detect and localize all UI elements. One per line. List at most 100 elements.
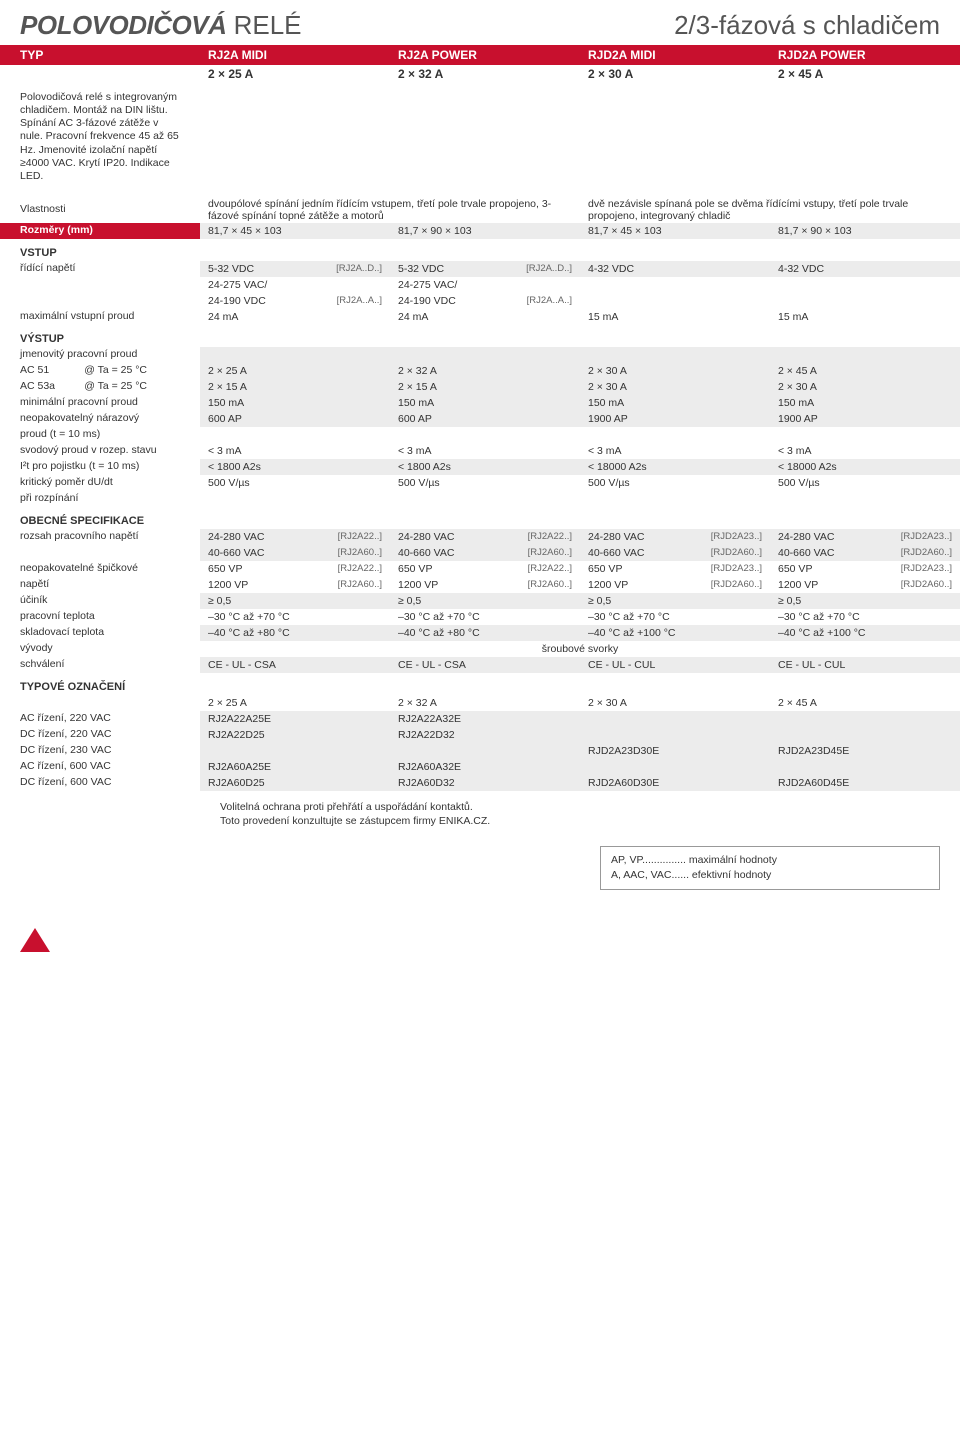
section-vstup: VSTUP řídící napětí5-32 VDC[RJ2A..D..]5-… — [0, 245, 960, 325]
obecne-row-1: 40-660 VAC[RJ2A60..]40-660 VAC[RJ2A60..]… — [0, 545, 960, 561]
obecne-row-3-cell-1-code: [RJ2A60..] — [524, 579, 572, 590]
vystup-row-2-cell-1: 2 × 15 A — [390, 379, 580, 395]
vstup-row-3-cell-0-value: 24 mA — [208, 311, 238, 323]
vystup-row-4-cells: 600 AP600 AP1900 AP1900 AP — [200, 411, 960, 427]
typove-row-2-label: DC řízení, 230 VAC — [0, 743, 200, 759]
obecne-row-4-cell-0: ≥ 0,5 — [200, 593, 390, 609]
legend-1: AP, VP............... maximální hodnoty — [611, 853, 929, 868]
title-bold: POLOVODIČOVÁ — [20, 10, 226, 40]
carlo-gavazzi-logo-icon — [20, 928, 50, 954]
obecne-row-8-cells: CE - UL - CSACE - UL - CSACE - UL - CULC… — [200, 657, 960, 673]
vstup-row-2-cell-1-code: [RJ2A..A..] — [523, 295, 572, 306]
vstup-row-0-cell-0: 5-32 VDC[RJ2A..D..] — [200, 261, 390, 277]
vstup-heading: VSTUP — [0, 245, 960, 261]
vystup-row-7-cell-2: < 18000 A2s — [580, 459, 770, 475]
obecne-row-0-cell-3-value: 24-280 VAC — [778, 531, 834, 543]
vystup-row-5-cell-0 — [200, 427, 390, 443]
typove-row-1-cell-3 — [770, 727, 960, 743]
typove-row-0-cells: RJ2A22A25ERJ2A22A32E — [200, 711, 960, 727]
th-1: 2 × 32 A — [390, 695, 580, 711]
vstup-row-0-label: řídící napětí — [0, 261, 200, 277]
vstup-row-3-cell-0: 24 mA — [200, 309, 390, 325]
vystup-row-1-cell-3: 2 × 45 A — [770, 363, 960, 379]
vstup-row-3-cell-2-value: 15 mA — [588, 311, 618, 323]
obecne-row-0-cell-2-value: 24-280 VAC — [588, 531, 644, 543]
vystup-row-5-label: proud (t = 10 ms) — [0, 427, 200, 443]
obecne-row-4-cell-1: ≥ 0,5 — [390, 593, 580, 609]
obecne-row-1-cell-1: 40-660 VAC[RJ2A60..] — [390, 545, 580, 561]
vstup-row-2-cell-1-value: 24-190 VDC — [398, 295, 456, 307]
obecne-row-3-cell-0-code: [RJ2A60..] — [334, 579, 382, 590]
vstup-row-0-cell-1: 5-32 VDC[RJ2A..D..] — [390, 261, 580, 277]
obecne-row-1-label — [0, 545, 200, 561]
obecne-row-3-cell-3-value: 1200 VP — [778, 579, 818, 591]
vstup-row-0-cell-0-value: 5-32 VDC — [208, 263, 254, 275]
obecne-row-1-cell-2-value: 40-660 VAC — [588, 547, 644, 559]
vstup-row-2-cell-0-code: [RJ2A..A..] — [333, 295, 382, 306]
vystup-row-3-cell-3-value: 150 mA — [778, 397, 814, 409]
vystup-row-4: neopakovatelný nárazový600 AP600 AP1900 … — [0, 411, 960, 427]
obecne-row-2-cell-2: 650 VP[RJD2A23..] — [580, 561, 770, 577]
typove-row-0: AC řízení, 220 VACRJ2A22A25ERJ2A22A32E — [0, 711, 960, 727]
vystup-row-7-cell-1: < 1800 A2s — [390, 459, 580, 475]
vstup-row-3: maximální vstupní proud24 mA24 mA15 mA15… — [0, 309, 960, 325]
vystup-row-1-label: AC 51 @ Ta = 25 °C — [0, 363, 200, 379]
vstup-row-2-cell-0: 24-190 VDC [RJ2A..A..] — [200, 293, 390, 309]
typove-row-0-label: AC řízení, 220 VAC — [0, 711, 200, 727]
vystup-row-8-cell-3: 500 V/µs — [770, 475, 960, 491]
title-right: 2/3-fázová s chladičem — [674, 10, 940, 41]
obecne-heading: OBECNÉ SPECIFIKACE — [0, 513, 960, 529]
vystup-row-6-cell-0-value: < 3 mA — [208, 445, 242, 457]
vstup-row-2-cell-0-value: 24-190 VDC — [208, 295, 266, 307]
vstup-row-1-cell-0-value: 24-275 VAC/ — [208, 279, 267, 291]
typove-row-3: AC řízení, 600 VACRJ2A60A25ERJ2A60A32E — [0, 759, 960, 775]
row-vlastnosti: Vlastnosti dvoupólové spínání jedním říd… — [0, 197, 960, 223]
vystup-row-7: I²t pro pojistku (t = 10 ms)< 1800 A2s< … — [0, 459, 960, 475]
obecne-row-5-cell-3: –30 °C až +70 °C — [770, 609, 960, 625]
obecne-row-4-cells: ≥ 0,5≥ 0,5≥ 0,5≥ 0,5 — [200, 593, 960, 609]
vystup-row-8-cell-0-value: 500 V/µs — [208, 477, 250, 489]
vystup-row-3: minimální pracovní proud150 mA150 mA150 … — [0, 395, 960, 411]
obecne-row-0-cell-0: 24-280 VAC[RJ2A22..] — [200, 529, 390, 545]
vystup-row-6-cell-0: < 3 mA — [200, 443, 390, 459]
obecne-row-1-cell-0: 40-660 VAC[RJ2A60..] — [200, 545, 390, 561]
vystup-row-4-cell-3: 1900 AP — [770, 411, 960, 427]
vystup-row-6-cell-2: < 3 mA — [580, 443, 770, 459]
typove-header-row: 2 × 25 A 2 × 32 A 2 × 30 A 2 × 45 A — [0, 695, 960, 711]
obecne-row-5: pracovní teplota–30 °C až +70 °C–30 °C a… — [0, 609, 960, 625]
vstup-row-3-cell-2: 15 mA — [580, 309, 770, 325]
vystup-row-6-label: svodový proud v rozep. stavu — [0, 443, 200, 459]
obecne-row-3-cells: 1200 VP[RJ2A60..]1200 VP[RJ2A60..]1200 V… — [200, 577, 960, 593]
vstup-row-3-label: maximální vstupní proud — [0, 309, 200, 325]
typove-row-3-cell-0-value: RJ2A60A25E — [208, 761, 271, 773]
vlastnosti-label: Vlastnosti — [0, 197, 200, 223]
typove-row-4-cell-1: RJ2A60D32 — [390, 775, 580, 791]
vystup-row-3-cell-0: 150 mA — [200, 395, 390, 411]
obecne-row-7-label: vývody — [0, 641, 200, 657]
note-text: Volitelná ochrana proti přehřátí a uspoř… — [220, 801, 490, 827]
vystup-row-7-cell-2-value: < 18000 A2s — [588, 461, 647, 473]
vystup-row-9-cell-2 — [580, 491, 770, 507]
obecne-row-4-cell-3-value: ≥ 0,5 — [778, 595, 801, 607]
vystup-row-0-cells — [200, 347, 960, 363]
obecne-row-5-cell-1-value: –30 °C až +70 °C — [398, 611, 480, 623]
vystup-row-0-cell-2 — [580, 347, 770, 363]
vystup-row-4-label: neopakovatelný nárazový — [0, 411, 200, 427]
type-col-1: RJ2A POWER — [390, 45, 580, 65]
typove-heading: TYPOVÉ OZNAČENÍ — [0, 679, 960, 695]
vystup-row-1-cell-3-value: 2 × 45 A — [778, 365, 817, 377]
obecne-row-3: napětí1200 VP[RJ2A60..]1200 VP[RJ2A60..]… — [0, 577, 960, 593]
section-obecne: OBECNÉ SPECIFIKACE rozsah pracovního nap… — [0, 513, 960, 673]
vystup-row-9-cell-0 — [200, 491, 390, 507]
type-bar: TYP RJ2A MIDI RJ2A POWER RJD2A MIDI RJD2… — [0, 45, 960, 65]
typove-row-1-cells: RJ2A22D25RJ2A22D32 — [200, 727, 960, 743]
vystup-row-9-cell-1 — [390, 491, 580, 507]
obecne-row-6-cell-2-value: –40 °C až +100 °C — [588, 627, 676, 639]
vstup-row-1-label — [0, 277, 200, 293]
sub-3: 2 × 45 A — [770, 65, 960, 83]
vystup-row-4-cell-2: 1900 AP — [580, 411, 770, 427]
obecne-row-5-cell-2-value: –30 °C až +70 °C — [588, 611, 670, 623]
obecne-row-2-cell-2-code: [RJD2A23..] — [707, 563, 762, 574]
typove-row-2-cell-2-value: RJD2A23D30E — [588, 745, 659, 757]
obecne-row-0-label: rozsah pracovního napětí — [0, 529, 200, 545]
